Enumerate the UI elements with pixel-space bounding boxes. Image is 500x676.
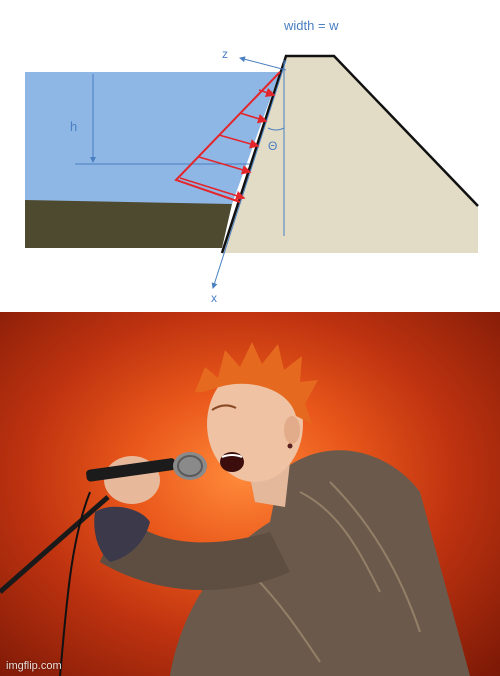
dam-diagram [25, 54, 479, 289]
pressure-arrow [198, 156, 252, 175]
x-axis-label: x [211, 291, 217, 305]
dam-body [222, 56, 478, 253]
arm [100, 512, 290, 591]
teeth [221, 454, 243, 458]
dam-diagram-panel: width = w z h Θ x [0, 0, 500, 312]
cuff-ruffle [94, 506, 150, 562]
width-label: width = w [284, 18, 339, 33]
z-axis [239, 56, 287, 71]
pressure-arrow [258, 87, 276, 98]
pressure-envelope [174, 71, 281, 203]
pressure-arrow [218, 134, 260, 149]
open-mouth [220, 452, 244, 472]
water-region [25, 72, 280, 204]
theta-arc [267, 127, 285, 131]
singer-illustration [0, 342, 470, 676]
spiky-hair [195, 342, 318, 424]
dam-outline [220, 54, 479, 254]
singer-photo-panel: imgflip.com [0, 312, 500, 676]
jacket [170, 450, 470, 676]
microphone-handle [86, 458, 176, 482]
microphone-grille [177, 455, 203, 477]
h-label: h [70, 119, 78, 134]
imgflip-watermark: imgflip.com [6, 660, 62, 672]
mic-cable [59, 491, 91, 676]
pressure-arrow [179, 177, 246, 201]
ground-region [25, 200, 232, 248]
earring [287, 443, 293, 449]
z-axis-label: z [222, 47, 228, 61]
theta-label: Θ [268, 139, 278, 153]
brow [211, 404, 237, 411]
pressure-arrow [239, 112, 268, 124]
mic-stand [0, 495, 110, 594]
ear [284, 416, 300, 444]
